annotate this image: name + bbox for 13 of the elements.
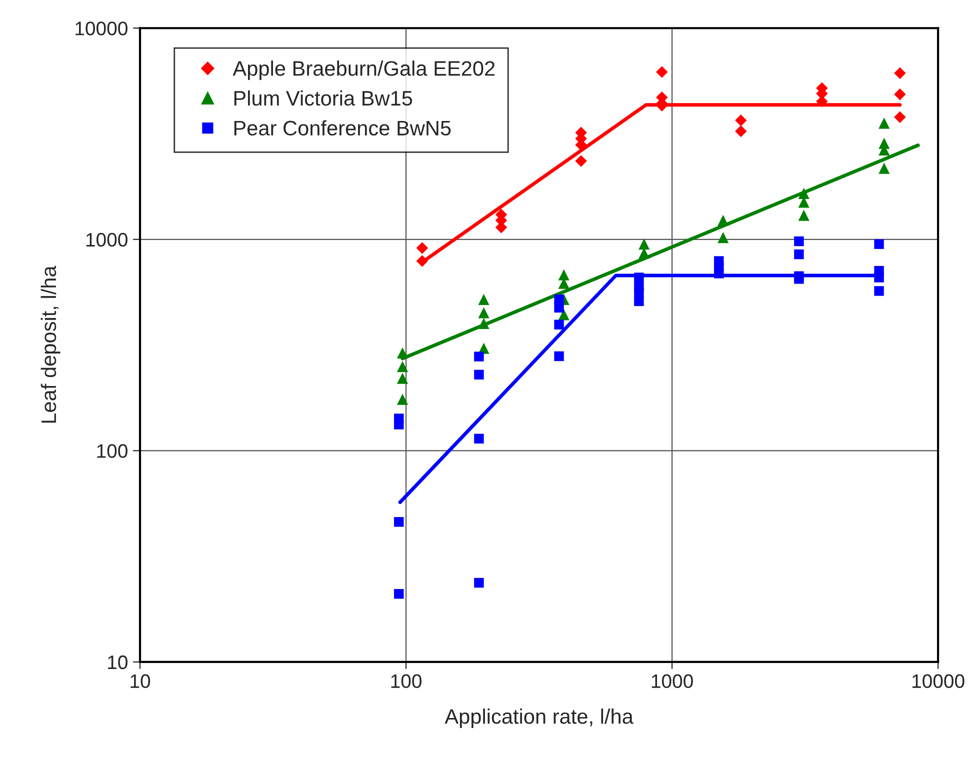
y-tick-label: 1000 xyxy=(86,232,128,247)
y-tick-label: 10 xyxy=(108,655,128,670)
y-tick-label: 100 xyxy=(97,444,128,458)
y-tick-label: 10000 xyxy=(76,22,128,36)
legend-label: Plum Victoria Bw15 xyxy=(234,90,412,106)
x-axis-title: Application rate, l/ha xyxy=(444,708,634,728)
legend-label: Pear Conference BwN5 xyxy=(234,120,451,136)
x-tick-label: 100 xyxy=(391,674,422,688)
x-tick-label: 10000 xyxy=(912,674,964,688)
legend-label: Apple Braeburn/Gala EE202 xyxy=(232,60,495,80)
x-tick-label: 1000 xyxy=(652,674,693,688)
x-tick-label: 10 xyxy=(130,674,150,688)
y-axis-title: Leaf deposit, l/ha xyxy=(40,266,60,423)
